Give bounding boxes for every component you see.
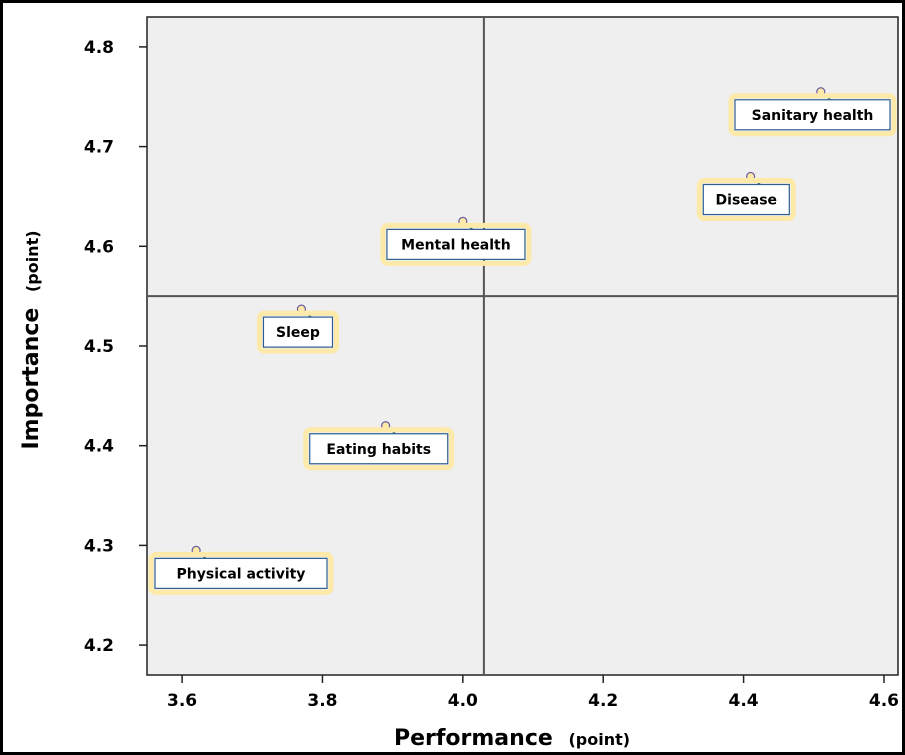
y-tick-label: 4.3 [84,536,114,556]
point-label: Disease [716,193,778,209]
point-label: Physical activity [177,566,306,582]
y-tick-label: 4.8 [84,38,114,58]
point-label: Eating habits [326,442,431,458]
x-tick-label: 3.6 [167,691,197,711]
y-tick-label: 4.5 [84,337,114,357]
y-axis-title: Importance (point) [19,230,44,449]
point-label: Sanitary health [752,108,874,124]
scatter-point: Mental health [383,217,529,263]
x-axis-title: Performance (point) [394,726,630,751]
y-axis-unit: (point) [23,230,42,292]
x-tick-label: 4.4 [729,691,759,711]
x-tick-label: 4.2 [588,691,618,711]
x-tick-label: 3.8 [307,691,337,711]
y-axis-label: Importance [19,308,44,450]
scatter-point: Sanitary health [731,88,894,134]
x-tick-label: 4.6 [869,691,899,711]
y-tick-label: 4.7 [84,138,114,158]
point-label: Mental health [401,237,511,253]
scatter-point: Physical activity [151,546,331,592]
y-tick-label: 4.2 [84,636,114,656]
scatter-point: Sleep [259,305,336,351]
point-label: Sleep [276,325,320,341]
x-axis-unit: (point) [568,730,630,749]
y-tick-label: 4.6 [84,237,114,257]
scatter-point: Eating habits [306,422,452,468]
scatter-point: Disease [699,173,793,219]
x-axis-label: Performance [394,726,553,751]
y-tick-label: 4.4 [84,437,114,457]
x-tick-label: 4.0 [448,691,478,711]
